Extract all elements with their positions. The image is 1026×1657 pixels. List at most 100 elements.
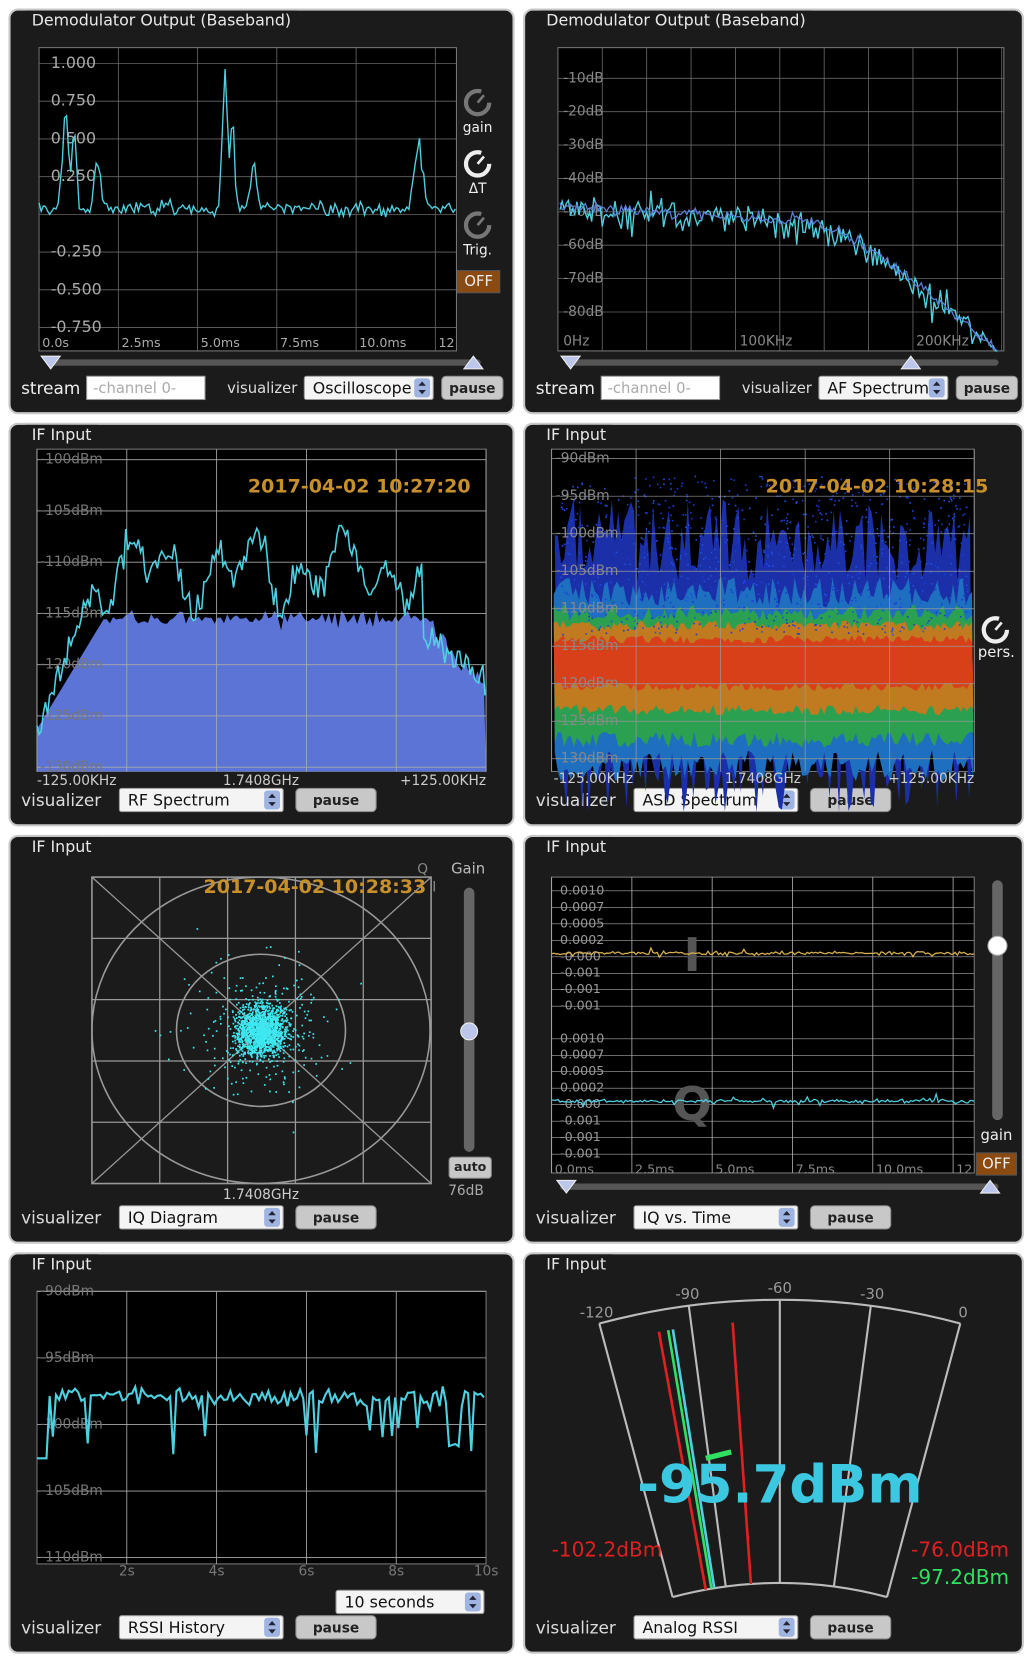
select-arrows[interactable] <box>264 1207 281 1227</box>
slider-handle[interactable] <box>40 355 62 370</box>
pause-button[interactable] <box>441 375 504 401</box>
iq-sample <box>235 1013 237 1016</box>
panel-title: IF Input <box>546 1254 606 1273</box>
iq-sample <box>279 1022 282 1025</box>
iq-sample <box>256 1044 258 1047</box>
visualizer-select[interactable] <box>633 1205 799 1230</box>
density-speck <box>777 508 779 511</box>
iq-sample <box>252 1022 255 1025</box>
density-speck <box>621 621 623 623</box>
visualizer-select[interactable] <box>118 1615 284 1640</box>
slider-handle[interactable] <box>900 355 922 370</box>
pause-button[interactable] <box>809 1205 892 1230</box>
toggle-button[interactable] <box>975 1152 1018 1176</box>
select-arrows[interactable] <box>778 1617 795 1637</box>
iq-sample <box>275 1032 278 1035</box>
density-speck <box>577 526 580 529</box>
pause-button[interactable] <box>295 1205 377 1230</box>
iq-sample <box>240 1048 242 1051</box>
iq-sample <box>233 1018 236 1020</box>
iq-sample <box>275 1038 277 1041</box>
slider-handle[interactable] <box>555 1179 577 1194</box>
pause-button[interactable] <box>295 1615 377 1640</box>
auto-button[interactable] <box>448 1156 492 1179</box>
gain-slider-handle[interactable] <box>460 1022 479 1041</box>
density-speck <box>610 606 612 608</box>
density-speck <box>637 514 640 516</box>
iq-sample <box>277 1023 280 1026</box>
density-speck <box>581 483 584 486</box>
iq-sample <box>254 1006 256 1009</box>
density-speck <box>783 556 786 558</box>
gain-value: 76dB <box>448 1183 484 1199</box>
slider-handle[interactable] <box>560 355 582 370</box>
iq-sample <box>260 1054 263 1057</box>
x-tick-label: 7.5ms <box>796 1161 835 1176</box>
iq-sample <box>272 1038 274 1041</box>
visualizer-select[interactable] <box>118 1205 284 1230</box>
iq-sample <box>232 1093 235 1096</box>
density-speck <box>860 546 863 549</box>
pause-button[interactable] <box>809 1615 892 1640</box>
slider-handle[interactable] <box>462 355 484 370</box>
iq-sample <box>277 1019 279 1022</box>
gain-slider-handle[interactable] <box>987 935 1008 956</box>
iq-sample <box>277 1034 280 1036</box>
iq-sample <box>273 1030 276 1032</box>
select-arrows[interactable] <box>778 1207 795 1227</box>
select-arrows[interactable] <box>464 1592 481 1612</box>
density-speck <box>882 492 885 495</box>
pause-button[interactable] <box>955 375 1019 401</box>
iq-sample <box>252 1021 255 1023</box>
density-speck <box>738 607 741 609</box>
density-speck <box>568 553 570 555</box>
iq-sample <box>283 1083 285 1086</box>
density-speck <box>791 557 794 560</box>
visualizer-select[interactable] <box>118 787 284 813</box>
iq-sample <box>238 1019 241 1022</box>
slider-handle[interactable] <box>979 1179 1001 1194</box>
iq-sample <box>283 1076 286 1078</box>
density-speck <box>792 573 795 576</box>
iq-sample <box>273 1015 276 1017</box>
iq-sample <box>300 978 303 981</box>
density-speck <box>886 498 888 501</box>
toggle-button[interactable] <box>456 270 501 294</box>
density-speck <box>640 537 643 539</box>
density-speck <box>952 519 955 522</box>
iq-sample <box>254 1037 256 1040</box>
density-speck <box>959 615 962 618</box>
visualizer-select[interactable] <box>633 1615 799 1640</box>
density-speck <box>856 621 859 624</box>
iq-sample <box>238 1029 241 1032</box>
density-speck <box>902 612 904 614</box>
density-speck <box>586 525 589 527</box>
density-speck <box>823 593 826 596</box>
density-speck <box>920 577 923 579</box>
density-speck <box>724 577 726 580</box>
duration-select[interactable] <box>335 1589 485 1615</box>
iq-sample <box>260 1011 263 1014</box>
stream-input[interactable] <box>600 375 721 401</box>
visualizer-select[interactable] <box>818 375 949 401</box>
density-speck <box>716 604 718 607</box>
select-arrows[interactable] <box>414 378 431 398</box>
iq-sample <box>213 1057 216 1060</box>
density-speck <box>959 508 961 511</box>
density-speck <box>857 630 859 633</box>
select-arrows[interactable] <box>264 1617 281 1637</box>
iq-sample <box>250 1047 252 1050</box>
iq-sample <box>312 1036 315 1039</box>
stream-input[interactable] <box>86 375 206 401</box>
select-arrows[interactable] <box>928 378 945 398</box>
iq-sample <box>285 1031 288 1033</box>
density-speck <box>909 582 912 584</box>
iq-sample <box>247 1022 249 1025</box>
iq-sample <box>251 1023 254 1026</box>
pause-button[interactable] <box>295 787 377 813</box>
y-tick-label: 0.0007 <box>560 1047 604 1062</box>
select-arrows[interactable] <box>264 790 281 810</box>
visualizer-select[interactable] <box>303 375 434 401</box>
iq-sample <box>269 1022 272 1025</box>
iq-sample <box>264 1015 267 1018</box>
